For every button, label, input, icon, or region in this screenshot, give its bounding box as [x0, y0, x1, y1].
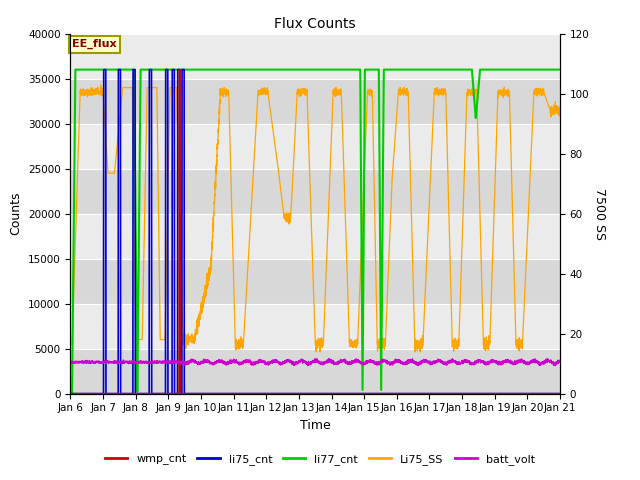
Li75_SS [67, 341, 74, 347]
li77_cnt [385, 67, 393, 72]
Bar [70, 79, 560, 123]
batt_volt [556, 359, 564, 364]
Text: EE_flux: EE_flux [72, 39, 116, 49]
Bar [70, 34, 560, 79]
X-axis label: Time: Time [300, 419, 331, 432]
Li75_SS [469, 92, 477, 98]
Bar [70, 303, 560, 348]
li75_cnt [556, 391, 564, 396]
batt_volt [326, 356, 333, 361]
Bar [70, 123, 560, 168]
li77_cnt [67, 391, 74, 396]
li77_cnt [432, 67, 440, 72]
li75_cnt [67, 391, 74, 396]
li75_cnt [156, 391, 163, 396]
wmp_cnt [360, 391, 368, 396]
wmp_cnt [253, 391, 261, 396]
li77_cnt [156, 67, 163, 72]
wmp_cnt [67, 391, 74, 396]
batt_volt [67, 360, 74, 366]
Li75_SS [556, 106, 564, 111]
batt_volt [253, 360, 261, 365]
Li75_SS [385, 254, 393, 260]
batt_volt [432, 359, 440, 365]
Line: li77_cnt: li77_cnt [70, 70, 560, 394]
Bar [70, 259, 560, 303]
batt_volt [360, 360, 368, 365]
li75_cnt [100, 67, 108, 72]
Bar [70, 214, 560, 259]
Line: batt_volt: batt_volt [70, 359, 560, 366]
batt_volt [156, 359, 163, 365]
li77_cnt [556, 67, 564, 72]
batt_volt [469, 360, 477, 366]
Line: li75_cnt: li75_cnt [70, 70, 560, 394]
wmp_cnt [175, 67, 183, 72]
Legend: wmp_cnt, li75_cnt, li77_cnt, Li75_SS, batt_volt: wmp_cnt, li75_cnt, li77_cnt, Li75_SS, ba… [100, 450, 540, 469]
Li75_SS [253, 98, 261, 104]
li77_cnt [360, 165, 368, 170]
Li75_SS [156, 280, 163, 286]
wmp_cnt [385, 391, 393, 396]
Y-axis label: Counts: Counts [10, 192, 22, 235]
wmp_cnt [469, 391, 477, 396]
Li75_SS [97, 82, 104, 88]
Y-axis label: 7500 SS: 7500 SS [593, 188, 606, 240]
Bar [70, 168, 560, 214]
li77_cnt [72, 67, 79, 72]
wmp_cnt [556, 391, 564, 396]
wmp_cnt [156, 391, 163, 396]
li75_cnt [360, 391, 368, 396]
Line: Li75_SS: Li75_SS [70, 85, 560, 352]
li75_cnt [253, 391, 261, 396]
li75_cnt [469, 391, 477, 396]
batt_volt [304, 363, 312, 369]
Li75_SS [416, 349, 424, 355]
wmp_cnt [432, 391, 440, 396]
batt_volt [385, 361, 393, 367]
Li75_SS [432, 91, 440, 96]
Bar [70, 348, 560, 394]
Line: wmp_cnt: wmp_cnt [70, 70, 560, 394]
li77_cnt [253, 67, 261, 72]
li75_cnt [385, 391, 393, 396]
li75_cnt [432, 391, 440, 396]
li77_cnt [469, 81, 477, 87]
Title: Flux Counts: Flux Counts [275, 17, 356, 31]
Li75_SS [360, 174, 368, 180]
